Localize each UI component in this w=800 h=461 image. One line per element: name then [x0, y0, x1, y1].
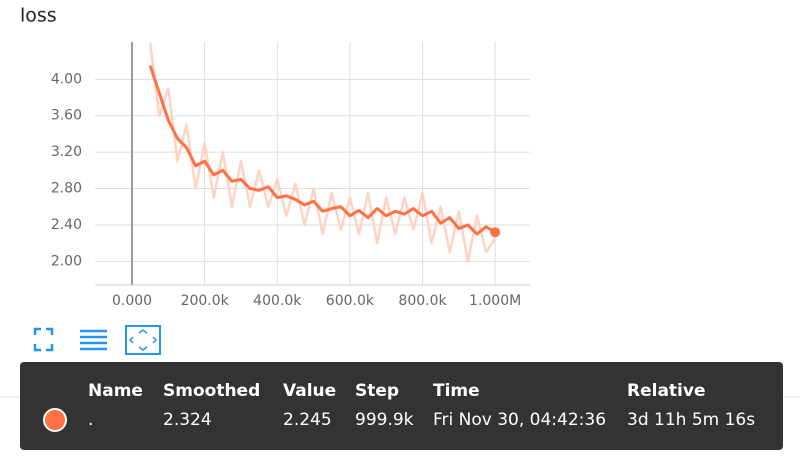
tooltip-header: Name — [88, 381, 143, 401]
x-tick-label: 1.000M — [469, 293, 521, 309]
y-tick-label: 2.00 — [51, 253, 82, 269]
series-line — [148, 65, 496, 236]
tooltip-header: Value — [283, 381, 336, 401]
tooltip-header: Time — [433, 381, 480, 401]
tooltip-cell: 999.9k — [355, 410, 414, 430]
y-tick-label: 2.40 — [51, 217, 82, 233]
tooltip-header: Relative — [627, 381, 705, 401]
y-tick-label: 2.80 — [51, 181, 82, 197]
chart-title: loss — [20, 5, 57, 27]
toggle-log-button[interactable] — [80, 329, 107, 351]
fullscreen-button[interactable] — [33, 327, 54, 352]
y-tick-label: 3.60 — [51, 108, 82, 124]
tooltip-header: Step — [355, 381, 399, 401]
plot-area — [148, 42, 497, 263]
tooltip-cell: 2.245 — [283, 410, 332, 430]
tooltip-cell: 3d 11h 5m 16s — [627, 410, 755, 430]
tooltip-cell: Fri Nov 30, 04:42:36 — [433, 410, 606, 430]
x-tick-label: 400.0k — [253, 293, 302, 309]
fit-domain-button[interactable] — [125, 325, 161, 355]
x-tick-label: 800.0k — [398, 293, 447, 309]
tooltip-cell: 2.324 — [163, 410, 212, 430]
tooltip-header: Smoothed — [163, 381, 260, 401]
hover-point — [490, 227, 501, 238]
x-tick-label: 600.0k — [326, 293, 375, 309]
series-swatch — [43, 408, 67, 432]
tooltip-cell: . — [88, 410, 93, 430]
x-tick-label: 200.0k — [181, 293, 230, 309]
x-tick-label: 0.000 — [112, 293, 152, 309]
y-tick-label: 4.00 — [51, 71, 82, 87]
y-tick-label: 3.20 — [51, 144, 82, 160]
tooltip — [20, 362, 783, 450]
